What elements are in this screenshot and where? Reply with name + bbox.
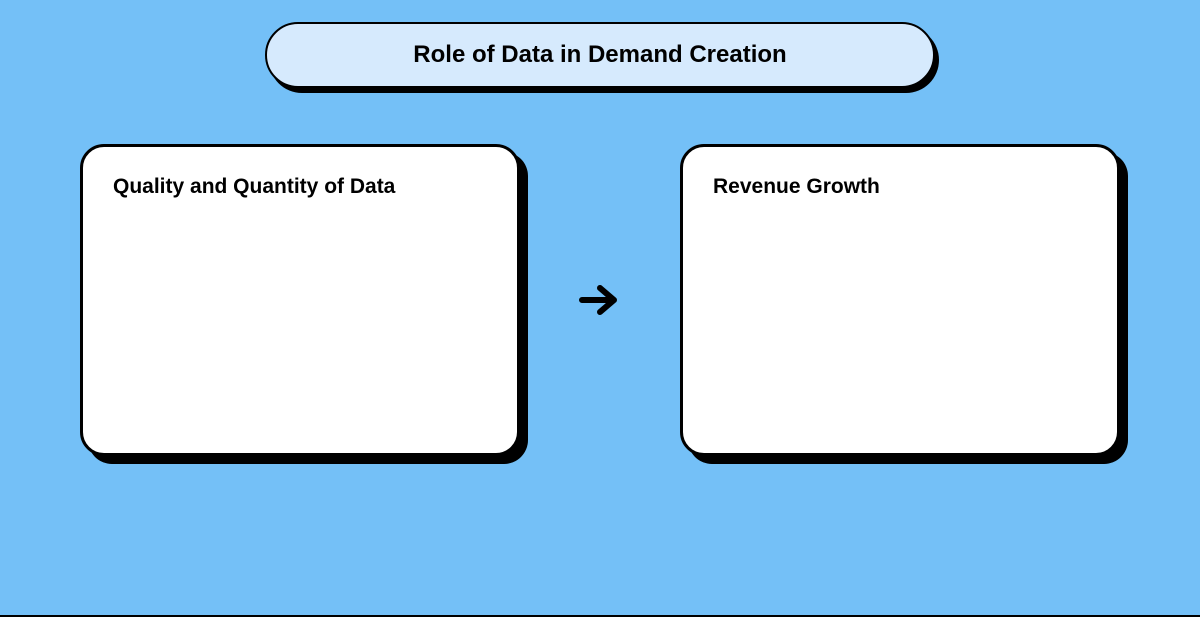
title-text: Role of Data in Demand Creation — [413, 41, 786, 69]
diagram-canvas: Role of Data in Demand Creation Quality a… — [0, 0, 1200, 615]
card-left: Quality and Quantity of Data — [80, 144, 520, 456]
card-label-right: Revenue Growth — [713, 175, 1087, 199]
title-pill: Role of Data in Demand Creation — [265, 22, 935, 88]
card-right: Revenue Growth — [680, 144, 1120, 456]
arrow-icon — [576, 276, 624, 324]
bottom-border-line — [0, 615, 1200, 617]
card-label-left: Quality and Quantity of Data — [113, 175, 487, 199]
